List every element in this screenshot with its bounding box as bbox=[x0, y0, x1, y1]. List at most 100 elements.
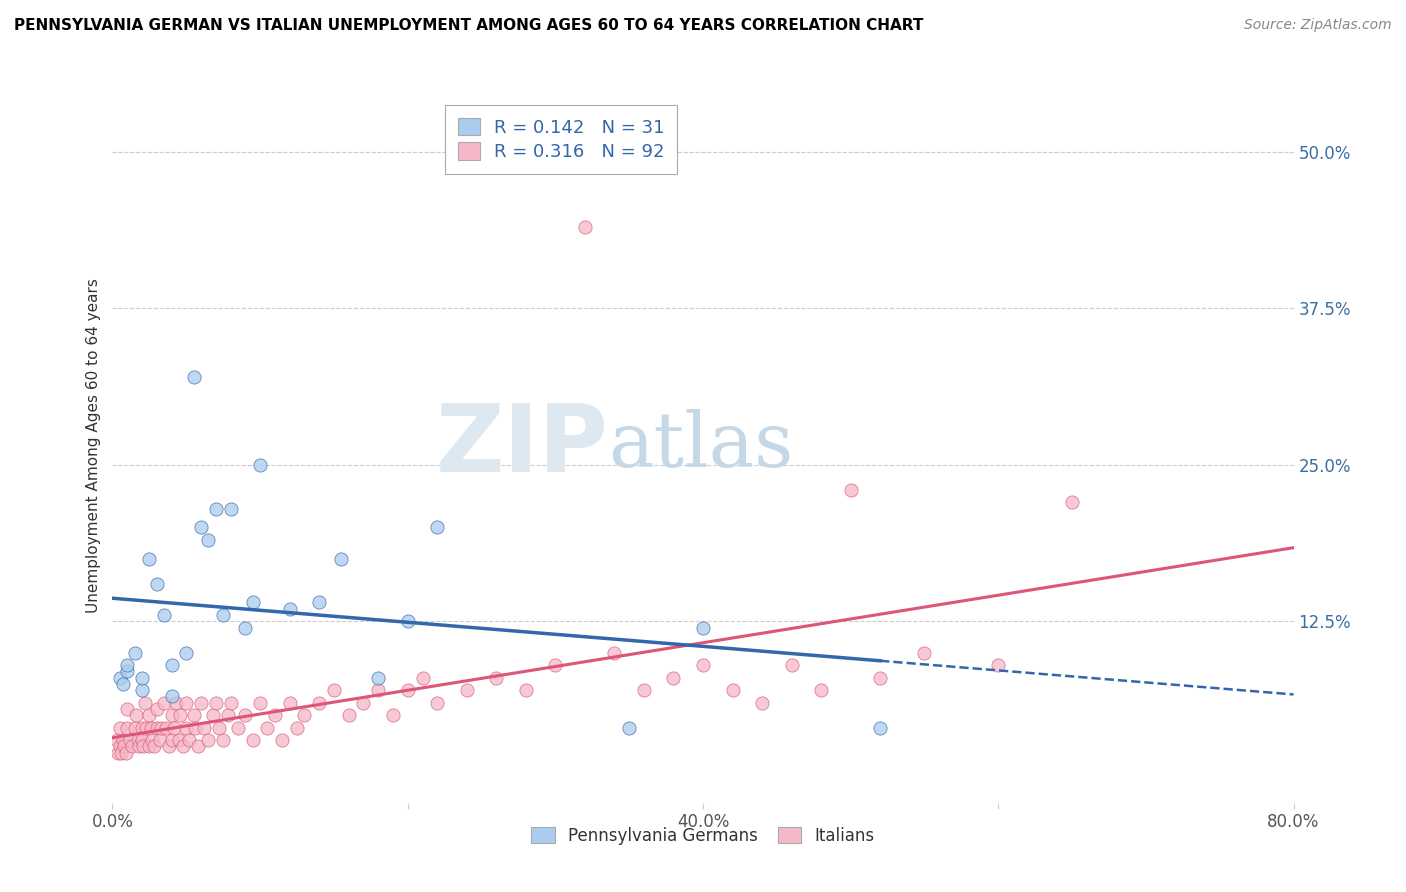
Point bbox=[839, 483, 862, 497]
Point bbox=[108, 721, 131, 735]
Point bbox=[117, 658, 138, 673]
Point bbox=[201, 708, 224, 723]
Point bbox=[692, 658, 714, 673]
Point bbox=[135, 721, 157, 735]
Point bbox=[426, 520, 449, 534]
Point bbox=[382, 708, 405, 723]
Point bbox=[120, 733, 142, 747]
Point bbox=[249, 458, 271, 472]
Point bbox=[174, 696, 197, 710]
Point bbox=[256, 721, 278, 735]
Point bbox=[160, 733, 183, 747]
Legend: Pennsylvania Germans, Italians: Pennsylvania Germans, Italians bbox=[524, 821, 882, 852]
Point bbox=[197, 533, 219, 547]
Point bbox=[396, 614, 419, 628]
Point bbox=[163, 721, 186, 735]
Point bbox=[150, 721, 173, 735]
Point bbox=[197, 733, 219, 747]
Point bbox=[367, 671, 389, 685]
Point bbox=[131, 733, 153, 747]
Point bbox=[233, 621, 256, 635]
Point bbox=[751, 696, 773, 710]
Point bbox=[330, 551, 353, 566]
Point bbox=[308, 696, 330, 710]
Point bbox=[169, 708, 191, 723]
Point bbox=[110, 746, 132, 760]
Point bbox=[337, 708, 360, 723]
Point bbox=[155, 721, 177, 735]
Point bbox=[249, 696, 271, 710]
Point bbox=[125, 708, 148, 723]
Point bbox=[138, 739, 160, 754]
Point bbox=[193, 721, 215, 735]
Point bbox=[212, 607, 235, 622]
Point bbox=[146, 702, 169, 716]
Point bbox=[456, 683, 478, 698]
Point bbox=[108, 671, 131, 685]
Point bbox=[183, 370, 205, 384]
Point bbox=[141, 733, 163, 747]
Point bbox=[165, 696, 187, 710]
Point bbox=[292, 708, 315, 723]
Point bbox=[132, 739, 155, 754]
Point bbox=[174, 646, 197, 660]
Point bbox=[869, 721, 891, 735]
Point bbox=[411, 671, 433, 685]
Point bbox=[352, 696, 374, 710]
Point bbox=[153, 607, 176, 622]
Y-axis label: Unemployment Among Ages 60 to 64 years: Unemployment Among Ages 60 to 64 years bbox=[86, 278, 101, 614]
Point bbox=[183, 708, 205, 723]
Point bbox=[633, 683, 655, 698]
Point bbox=[278, 696, 301, 710]
Point bbox=[242, 733, 264, 747]
Point bbox=[139, 721, 162, 735]
Point bbox=[111, 733, 134, 747]
Point bbox=[167, 733, 190, 747]
Point bbox=[721, 683, 744, 698]
Point bbox=[111, 677, 134, 691]
Point bbox=[112, 739, 135, 754]
Point bbox=[160, 658, 183, 673]
Point bbox=[174, 721, 197, 735]
Point bbox=[124, 646, 146, 660]
Text: atlas: atlas bbox=[609, 409, 794, 483]
Point bbox=[108, 739, 131, 754]
Point bbox=[987, 658, 1010, 673]
Point bbox=[146, 576, 169, 591]
Point bbox=[117, 721, 138, 735]
Point bbox=[619, 721, 641, 735]
Point bbox=[219, 696, 242, 710]
Point bbox=[153, 696, 176, 710]
Point bbox=[208, 721, 231, 735]
Point bbox=[485, 671, 508, 685]
Text: ZIP: ZIP bbox=[436, 400, 609, 492]
Point bbox=[138, 708, 160, 723]
Point bbox=[131, 683, 153, 698]
Point bbox=[190, 520, 212, 534]
Point bbox=[692, 621, 714, 635]
Point bbox=[131, 721, 153, 735]
Point bbox=[396, 683, 419, 698]
Point bbox=[219, 501, 242, 516]
Point bbox=[124, 721, 146, 735]
Point bbox=[603, 646, 626, 660]
Point bbox=[131, 671, 153, 685]
Point bbox=[285, 721, 308, 735]
Point bbox=[914, 646, 936, 660]
Point bbox=[149, 733, 172, 747]
Point bbox=[212, 733, 235, 747]
Point bbox=[367, 683, 389, 698]
Point bbox=[544, 658, 567, 673]
Point bbox=[117, 665, 138, 679]
Point bbox=[107, 746, 129, 760]
Point bbox=[105, 733, 128, 747]
Point bbox=[128, 739, 150, 754]
Point bbox=[869, 671, 891, 685]
Text: PENNSYLVANIA GERMAN VS ITALIAN UNEMPLOYMENT AMONG AGES 60 TO 64 YEARS CORRELATIO: PENNSYLVANIA GERMAN VS ITALIAN UNEMPLOYM… bbox=[14, 18, 924, 33]
Point bbox=[226, 721, 249, 735]
Point bbox=[172, 739, 194, 754]
Point bbox=[278, 601, 301, 615]
Point bbox=[121, 739, 143, 754]
Point bbox=[157, 739, 180, 754]
Point bbox=[426, 696, 449, 710]
